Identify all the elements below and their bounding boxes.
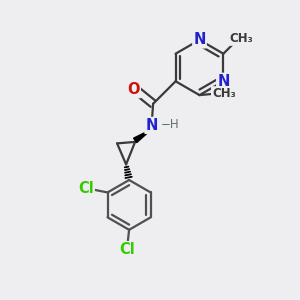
Text: O: O [127, 82, 140, 97]
Polygon shape [134, 129, 152, 142]
Text: Cl: Cl [120, 242, 136, 257]
Text: Cl: Cl [78, 181, 94, 196]
Text: CH₃: CH₃ [230, 32, 254, 45]
Text: N: N [146, 118, 158, 133]
Text: N: N [217, 74, 230, 89]
Text: −H: −H [161, 118, 180, 131]
Text: N: N [193, 32, 206, 47]
Text: CH₃: CH₃ [212, 87, 236, 100]
